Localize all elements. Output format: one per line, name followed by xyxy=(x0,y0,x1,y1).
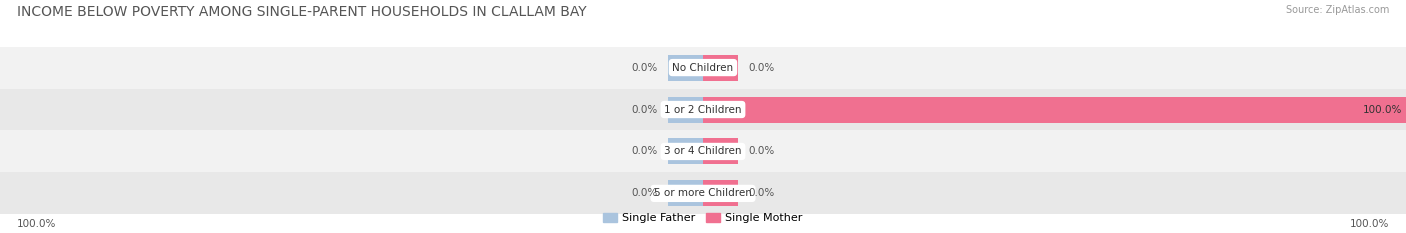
Bar xyxy=(0,89,1406,130)
Text: 100.0%: 100.0% xyxy=(17,219,56,229)
Text: 100.0%: 100.0% xyxy=(1362,105,1403,114)
Text: 0.0%: 0.0% xyxy=(631,147,657,156)
Text: 0.0%: 0.0% xyxy=(749,188,775,198)
Bar xyxy=(668,55,703,81)
Bar xyxy=(0,130,1406,172)
Bar xyxy=(668,180,703,206)
Text: 100.0%: 100.0% xyxy=(1350,219,1389,229)
Text: 1 or 2 Children: 1 or 2 Children xyxy=(664,105,742,114)
Bar xyxy=(703,96,1406,123)
Legend: Single Father, Single Mother: Single Father, Single Mother xyxy=(599,208,807,227)
Bar xyxy=(703,138,738,164)
Bar xyxy=(0,172,1406,214)
Bar xyxy=(668,96,703,123)
Bar xyxy=(0,47,1406,89)
Text: 3 or 4 Children: 3 or 4 Children xyxy=(664,147,742,156)
Bar xyxy=(703,55,738,81)
Bar xyxy=(703,180,738,206)
Text: 0.0%: 0.0% xyxy=(749,147,775,156)
Text: 0.0%: 0.0% xyxy=(631,105,657,114)
Text: 5 or more Children: 5 or more Children xyxy=(654,188,752,198)
Text: Source: ZipAtlas.com: Source: ZipAtlas.com xyxy=(1285,5,1389,15)
Bar xyxy=(668,138,703,164)
Text: 0.0%: 0.0% xyxy=(631,188,657,198)
Text: 0.0%: 0.0% xyxy=(631,63,657,72)
Text: INCOME BELOW POVERTY AMONG SINGLE-PARENT HOUSEHOLDS IN CLALLAM BAY: INCOME BELOW POVERTY AMONG SINGLE-PARENT… xyxy=(17,5,586,19)
Text: No Children: No Children xyxy=(672,63,734,72)
Text: 0.0%: 0.0% xyxy=(749,63,775,72)
